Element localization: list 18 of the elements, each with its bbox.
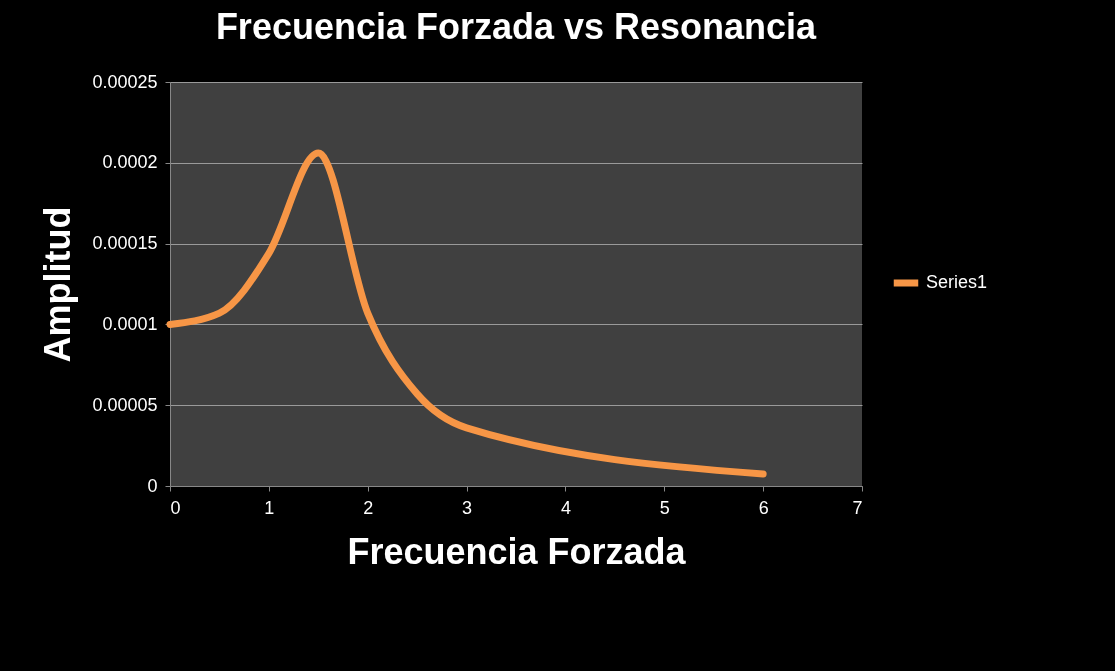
x-tick-label: 7 — [852, 497, 863, 518]
y-tick-label: 0 — [147, 475, 158, 496]
x-tick-label: 4 — [560, 497, 571, 518]
x-axis-title: Frecuencia Forzada — [347, 530, 687, 572]
y-tick-label: 0.0001 — [102, 313, 158, 334]
y-tick-label: 0.00025 — [92, 71, 158, 92]
y-tick-label: 0.00005 — [92, 394, 158, 415]
x-tick-label: 5 — [659, 497, 670, 518]
chart-title: Frecuencia Forzada vs Resonancia — [215, 6, 818, 47]
y-tick-label: 0.00015 — [92, 233, 158, 254]
x-tick-label: 0 — [170, 497, 181, 518]
x-tick-label: 3 — [462, 497, 473, 518]
legend-label: Series1 — [926, 272, 988, 292]
x-tick-label: 2 — [363, 497, 374, 518]
y-tick-label: 0.0002 — [102, 152, 158, 173]
y-axis-title: Amplitud — [37, 206, 79, 363]
x-tick-label: 6 — [758, 497, 769, 518]
x-tick-label: 1 — [264, 497, 275, 518]
